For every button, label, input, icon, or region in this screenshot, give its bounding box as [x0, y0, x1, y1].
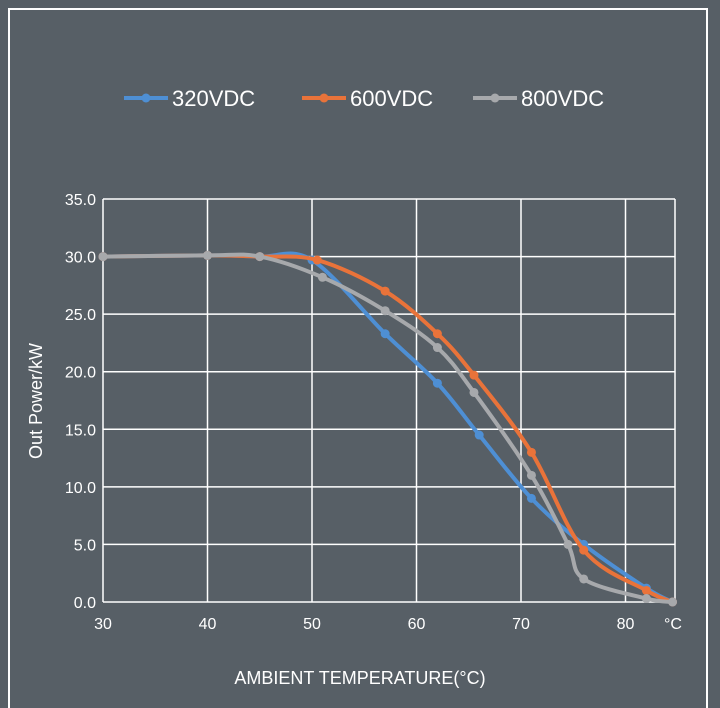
data-point-600vdc: [641, 585, 651, 595]
data-point-800vdc: [579, 574, 589, 584]
data-point-800vdc: [380, 306, 390, 316]
legend-item-320vdc: 320VDC: [124, 86, 255, 111]
y-axis-title: Out Power/kW: [26, 343, 46, 459]
y-tick-label: 5.0: [74, 537, 96, 554]
legend: 320VDC 600VDC 800VDC: [124, 86, 604, 111]
data-point-800vdc: [563, 539, 573, 549]
legend-marker-800vdc: [490, 93, 500, 103]
x-tick-label: 50: [303, 616, 321, 633]
y-tick-label: 30.0: [65, 250, 96, 267]
legend-item-800vdc: 800VDC: [473, 86, 604, 111]
series-lines: [98, 250, 678, 607]
x-tick-label: 60: [408, 616, 426, 633]
grid: [102, 198, 676, 603]
legend-marker-320vdc: [141, 93, 151, 103]
x-tick-label: 40: [199, 616, 217, 633]
x-axis-ticks: 30 40 50 60 70 80: [94, 616, 634, 633]
y-tick-label: 20.0: [65, 365, 96, 382]
data-point-600vdc: [469, 370, 479, 380]
legend-label-320vdc: 320VDC: [172, 86, 255, 111]
x-tick-label: 80: [617, 616, 635, 633]
x-tick-label: 70: [512, 616, 530, 633]
data-point-600vdc: [312, 255, 322, 265]
legend-label-600vdc: 600VDC: [350, 86, 433, 111]
y-tick-label: 0.0: [74, 595, 96, 612]
data-point-600vdc: [526, 447, 536, 457]
data-point-320vdc: [380, 329, 390, 339]
legend-marker-600vdc: [319, 93, 329, 103]
data-point-800vdc: [668, 597, 678, 607]
legend-label-800vdc: 800VDC: [521, 86, 604, 111]
data-point-800vdc: [317, 272, 327, 282]
data-point-800vdc: [526, 470, 536, 480]
chart-frame: [8, 8, 708, 708]
x-axis-unit: °C: [664, 616, 682, 633]
data-point-600vdc: [432, 329, 442, 339]
y-tick-label: 10.0: [65, 480, 96, 497]
data-point-320vdc: [474, 430, 484, 440]
y-tick-label: 15.0: [65, 422, 96, 439]
data-point-800vdc: [255, 252, 265, 262]
data-point-800vdc: [469, 387, 479, 397]
legend-item-600vdc: 600VDC: [302, 86, 433, 111]
data-point-800vdc: [203, 250, 212, 260]
data-point-600vdc: [380, 286, 390, 296]
series-800vdc: [98, 250, 678, 607]
x-tick-label: 30: [94, 616, 112, 633]
y-axis-ticks: 0.0 5.0 10.0 15.0 20.0 25.0 30.0 35.0: [65, 192, 96, 612]
data-point-320vdc: [432, 378, 442, 388]
data-point-800vdc: [432, 343, 442, 353]
data-point-800vdc: [641, 594, 651, 604]
y-tick-label: 25.0: [65, 307, 96, 324]
data-point-320vdc: [526, 493, 536, 503]
y-tick-label: 35.0: [65, 192, 96, 209]
x-axis-title: AMBIENT TEMPERATURE(°C): [234, 668, 485, 688]
data-point-600vdc: [579, 545, 589, 555]
data-point-800vdc: [98, 252, 108, 262]
